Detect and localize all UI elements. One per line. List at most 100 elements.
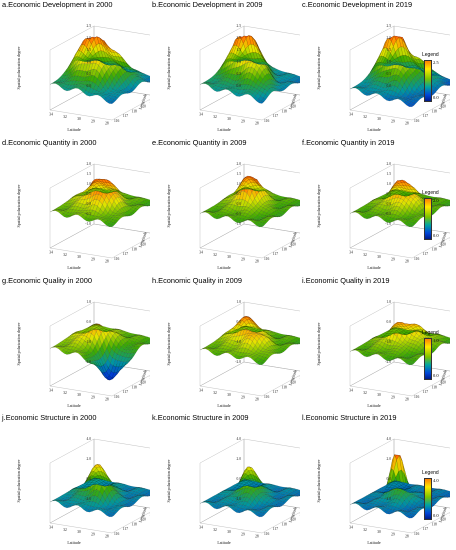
latitude-tick-label: 34	[49, 113, 53, 117]
panel-title: f.Economic Quantity in 2019	[302, 138, 395, 147]
latitude-tick-label: 30	[77, 117, 81, 121]
surface-plot: 1.00.0-1.0-2.034323029281221211201181171…	[166, 300, 300, 408]
z-tick-label: 0.0	[87, 84, 92, 88]
latitude-tick-label: 28	[405, 260, 409, 264]
longitude-tick-label: 118	[282, 385, 287, 389]
legend: Legend 1.0 0.0	[420, 330, 456, 386]
z-tick-label: 2.5	[237, 24, 242, 28]
z-tick-label: 1.0	[387, 182, 392, 186]
panel-j: j.Economic Structure in 2000 4.0 2.0 0.0 -2…	[0, 413, 150, 550]
longitude-tick-label: 116	[264, 257, 269, 261]
panel-title: a.Economic Development in 2000	[2, 0, 113, 9]
longitude-tick-label: 120	[290, 243, 296, 247]
latitude-axis-label: Latitude	[217, 403, 231, 408]
axis-frame	[349, 301, 450, 397]
surface-cell	[199, 82, 205, 85]
panel-title: e.Economic Quantity in 2009	[152, 138, 247, 147]
panel-c: c.Economic Development in 2019 2.5 2.0 1.5…	[300, 0, 450, 137]
longitude-tick-label: 120	[440, 381, 446, 385]
z-tick-label: 2.5	[87, 24, 92, 28]
latitude-tick-label: 32	[63, 115, 67, 119]
longitude-tick-label: 117	[123, 252, 128, 256]
surface-cell	[349, 87, 355, 90]
longitude-tick-label: 118	[282, 247, 287, 251]
surface-cell	[49, 82, 55, 85]
z-tick-label: 1.0	[387, 300, 392, 304]
latitude-tick-label: 30	[377, 255, 381, 259]
surface-cell	[349, 349, 355, 352]
z-tick-label: 1.5	[237, 48, 242, 52]
surface-plot: 2.01.51.00.50.0-0.5-1.034323029281221211…	[16, 162, 150, 270]
latitude-tick-label: 34	[349, 389, 353, 393]
panel-f: f.Economic Quantity in 2019 2.0 1.5 1.0 0.5…	[300, 138, 450, 275]
longitude-tick-label: 121	[299, 376, 300, 380]
latitude-tick-label: 30	[227, 393, 231, 397]
z-tick-label: 1.5	[237, 172, 242, 176]
latitude-tick-label: 32	[63, 391, 67, 395]
z-tick-label: 2.0	[237, 36, 242, 40]
latitude-tick-label: 34	[349, 113, 353, 117]
longitude-tick-label: 117	[273, 114, 278, 118]
latitude-axis-label: Latitude	[67, 127, 81, 132]
latitude-tick-label: 29	[241, 395, 245, 399]
latitude-tick-label: 28	[405, 122, 409, 126]
z-tick-label: -2.0	[385, 360, 391, 364]
z-tick-label: 2.0	[387, 36, 392, 40]
z-tick-label: 1.5	[87, 48, 92, 52]
surface-plot: 2.01.51.00.50.0-0.5-1.034323029281221211…	[316, 162, 450, 270]
latitude-tick-label: 28	[255, 398, 259, 402]
panel-a: a.Economic Development in 2000 2.5 2.0 1.5…	[0, 0, 150, 137]
legend: Legend 2.0 0.0	[420, 190, 456, 246]
surface-cell	[199, 211, 205, 214]
latitude-tick-label: 30	[377, 117, 381, 121]
z-tick-label: 2.0	[387, 162, 392, 166]
latitude-axis-label: Latitude	[367, 127, 381, 132]
longitude-tick-label: 117	[423, 114, 428, 118]
latitude-tick-label: 32	[213, 391, 217, 395]
z-tick-label: 0.5	[387, 72, 392, 76]
z-tick-label: 2.0	[237, 162, 242, 166]
panel-title: g.Economic Quality in 2000	[2, 276, 92, 285]
surface-plot: 2.52.01.51.00.50.03432302928122121120118…	[166, 24, 300, 132]
surface-mesh	[349, 179, 450, 227]
z-tick-label: 0.0	[237, 320, 242, 324]
z-axis-label: Spatial polarization degree	[316, 46, 321, 89]
longitude-axis-label: Longitude	[287, 93, 297, 110]
longitude-tick-label: 121	[149, 100, 150, 104]
surface-plot: 1.00.0-1.0-2.034323029281221211201181171…	[16, 300, 150, 408]
legend-colorbar	[424, 60, 432, 102]
longitude-tick-label: 120	[140, 381, 146, 385]
latitude-tick-label: 29	[241, 119, 245, 123]
legend-max: 1.0	[433, 338, 439, 343]
latitude-tick-label: 28	[405, 398, 409, 402]
panel-title: b.Economic Development in 2009	[152, 0, 263, 9]
legend-max: 2.0	[433, 198, 439, 203]
z-tick-label: -1.0	[385, 340, 391, 344]
latitude-tick-label: 32	[213, 253, 217, 257]
latitude-axis-label: Latitude	[367, 265, 381, 270]
z-tick-label: 0.0	[87, 320, 92, 324]
legend: Legend 2.5 0.0	[420, 52, 456, 108]
latitude-tick-label: 30	[227, 117, 231, 121]
longitude-axis-label: Longitude	[437, 369, 447, 386]
longitude-tick-label: 117	[273, 252, 278, 256]
latitude-tick-label: 29	[91, 257, 95, 261]
longitude-axis-label: Longitude	[437, 231, 447, 248]
longitude-tick-label: 116	[114, 395, 119, 399]
z-tick-label: 1.0	[237, 60, 242, 64]
panel-h: h.Economic Quality in 2009 1.0 0.0 -1.0 -2.…	[150, 276, 300, 413]
z-tick-label: 1.5	[387, 48, 392, 52]
longitude-tick-label: 118	[432, 247, 437, 251]
z-tick-label: -1.0	[85, 340, 91, 344]
legend-max: 2.5	[433, 60, 439, 65]
longitude-axis-label: Longitude	[287, 369, 297, 386]
z-tick-label: -1.0	[235, 340, 241, 344]
legend-title: Legend	[422, 330, 439, 336]
z-tick-label: 1.0	[87, 300, 92, 304]
legend-min: 0.0	[433, 373, 439, 378]
latitude-tick-label: 28	[255, 260, 259, 264]
longitude-tick-label: 118	[432, 385, 437, 389]
panel-title: j.Economic Structure in 2000	[2, 413, 97, 422]
surface-mesh	[349, 322, 450, 366]
latitude-tick-label: 28	[105, 122, 109, 126]
